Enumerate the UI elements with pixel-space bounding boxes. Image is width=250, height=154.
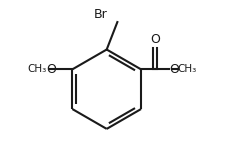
Text: O: O — [169, 63, 179, 76]
Text: Br: Br — [94, 8, 108, 20]
Text: CH₃: CH₃ — [28, 64, 47, 74]
Text: CH₃: CH₃ — [177, 64, 197, 74]
Text: O: O — [46, 63, 56, 76]
Text: O: O — [150, 33, 160, 47]
